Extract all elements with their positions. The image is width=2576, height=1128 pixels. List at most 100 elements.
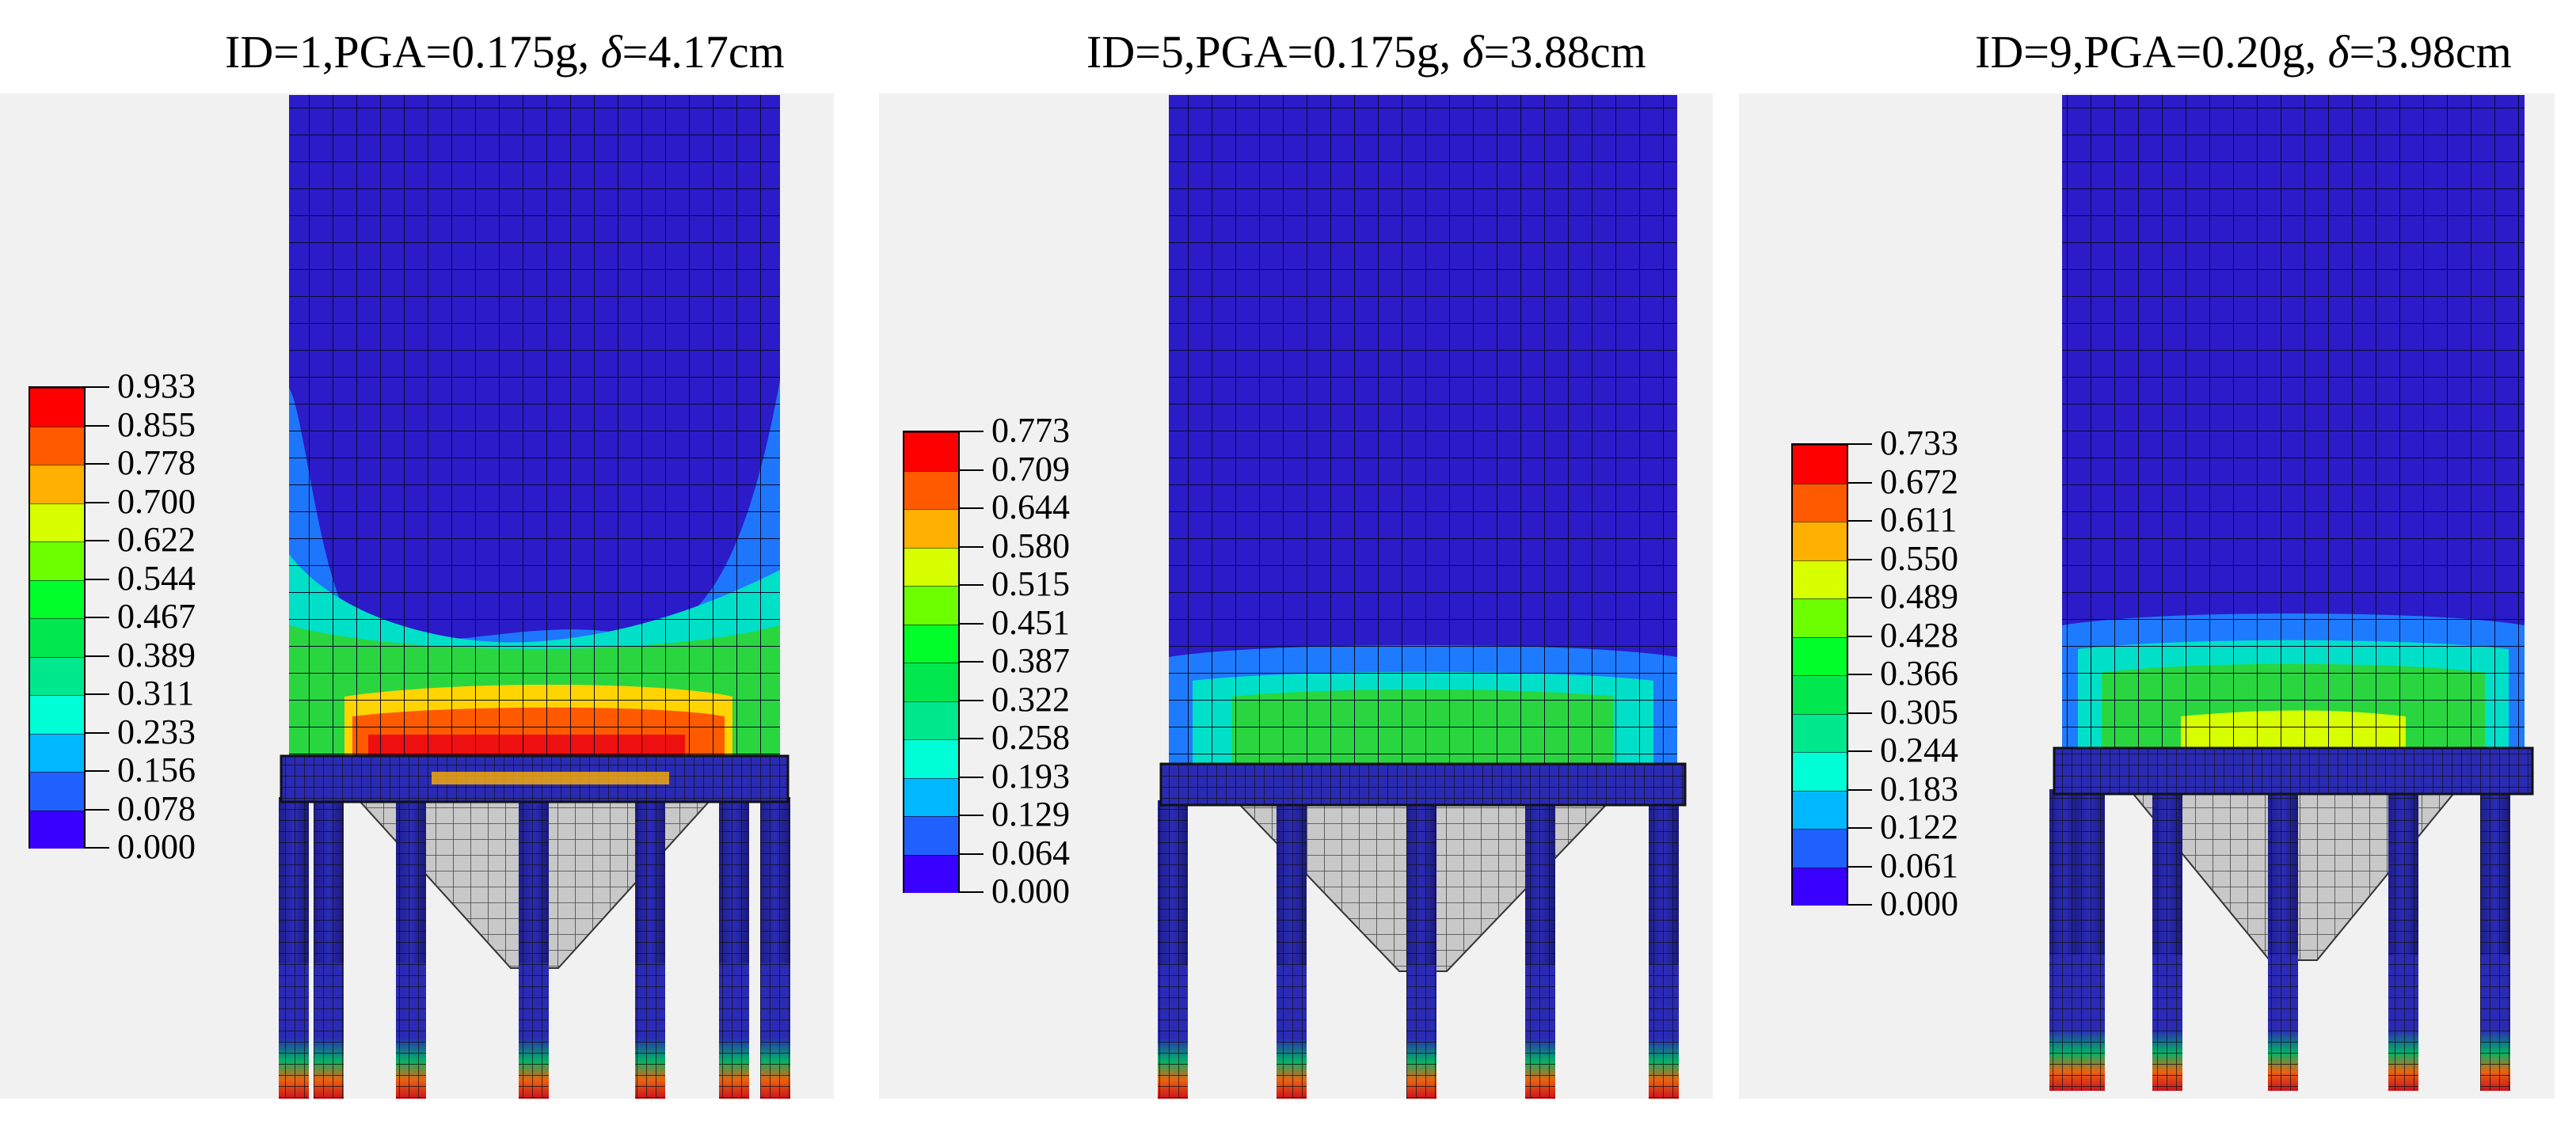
legend-color-band [904,432,958,471]
support-column-mesh [519,797,549,1099]
legend-value-label: 0.078 [117,788,196,828]
legend-value-label: 0.366 [1880,654,1958,693]
legend-value-label: 0.000 [991,872,1070,910]
legend-value-label: 0.467 [117,597,196,636]
legend-tick [960,776,984,778]
legend-color-band [30,810,84,849]
silo-shell-mesh [1169,95,1677,764]
support-column-mesh [314,797,344,1099]
legend-value-label: 0.322 [991,679,1070,719]
support-column-mesh [2480,789,2510,1091]
support-column-mesh [2075,789,2105,1091]
legend-color-band [30,503,84,541]
legend-value-label: 0.733 [1880,423,1958,462]
legend-color-band [30,465,84,503]
legend-color-band [904,624,958,663]
support-column-mesh [2268,789,2298,1091]
legend-color-band [1793,560,1847,598]
legend-tick [86,731,109,734]
legend-color-band [30,618,84,657]
legend-tick [86,501,109,503]
legend-color-band [30,541,84,580]
legend-color-band [904,547,958,586]
support-column-mesh [719,797,749,1099]
legend-color-band [1793,790,1847,829]
legend-color-band [30,426,84,465]
legend-colorbar [1791,443,1848,906]
legend-color-band [1793,752,1847,791]
legend-tick [960,431,984,432]
legend-color-band [1793,829,1847,868]
legend-tick [86,578,109,580]
legend-color-band [1793,483,1847,522]
legend-tick [1848,674,1872,675]
legend-value-label: 0.129 [991,795,1070,834]
legend-color-band [1793,522,1847,560]
legend-tick [1848,597,1872,598]
legend-color-band [30,656,84,695]
legend-tick [960,815,984,816]
support-column-mesh [1158,800,1188,1099]
legend-colorbar [29,386,86,849]
legend-tick [86,770,109,772]
legend-tick [960,699,984,701]
legend-tick [1848,865,1872,868]
legend-color-band [30,772,84,811]
legend-color-band [1793,713,1847,752]
legend-tick [960,853,984,855]
legend-color-band [1793,675,1847,714]
legend-tick [1848,827,1872,829]
legend-color-band [30,579,84,618]
legend-value-label: 0.709 [991,449,1070,488]
legend-value-label: 0.183 [1880,769,1958,808]
legend-value-label: 0.644 [991,488,1070,526]
legend-value-label: 0.156 [117,750,196,789]
support-column-mesh [1649,800,1679,1099]
legend-color-band [1793,636,1847,675]
legend-value-label: 0.933 [117,367,196,405]
legend-value-label: 0.305 [1880,692,1958,731]
legend-tick [960,622,984,625]
legend-value-label: 0.672 [1880,461,1958,501]
legend-value-label: 0.580 [991,526,1070,565]
legend-tick [960,469,984,471]
legend-value-label: 0.000 [117,827,196,866]
legend-tick [86,540,109,541]
legend-value-label: 0.389 [117,635,196,674]
legend-tick [86,386,109,388]
legend-tick [86,617,109,618]
legend-value-label: 0.855 [117,404,196,444]
legend-tick [1848,443,1872,445]
legend-value-label: 0.258 [991,718,1070,757]
legend-tick [86,847,109,849]
legend-color-band [904,586,958,625]
legend-color-band [30,733,84,772]
legend-tick [1848,750,1872,752]
support-column-mesh [1277,800,1307,1099]
legend-color-band [904,663,958,701]
legend-value-label: 0.489 [1880,577,1958,616]
legend-value-label: 0.544 [117,558,196,598]
legend-value-label: 0.550 [1880,538,1958,578]
legend-tick [1848,904,1872,906]
support-column-mesh [1406,800,1436,1099]
legend-value-label: 0.778 [117,443,196,482]
legend-value-label: 0.311 [117,674,195,712]
legend-tick [86,693,109,695]
legend-value-label: 0.451 [991,602,1070,642]
legend-color-band [904,854,958,893]
ring-beam-mesh [1161,764,1685,805]
legend-color-band [904,816,958,855]
legend-color-band [30,695,84,734]
legend-tick [86,655,109,657]
legend-colorbar [903,431,960,893]
legend-tick [86,808,109,811]
panel-2-title: ID=5,PGA=0.175g, δ=3.88cm [1086,26,1646,78]
legend-value-label: 0.193 [991,756,1070,796]
legend-tick [960,738,984,739]
legend-value-label: 0.122 [1880,807,1958,846]
legend-color-band [1793,598,1847,637]
legend-value-label: 0.428 [1880,615,1958,655]
support-column-mesh [2049,789,2079,1091]
